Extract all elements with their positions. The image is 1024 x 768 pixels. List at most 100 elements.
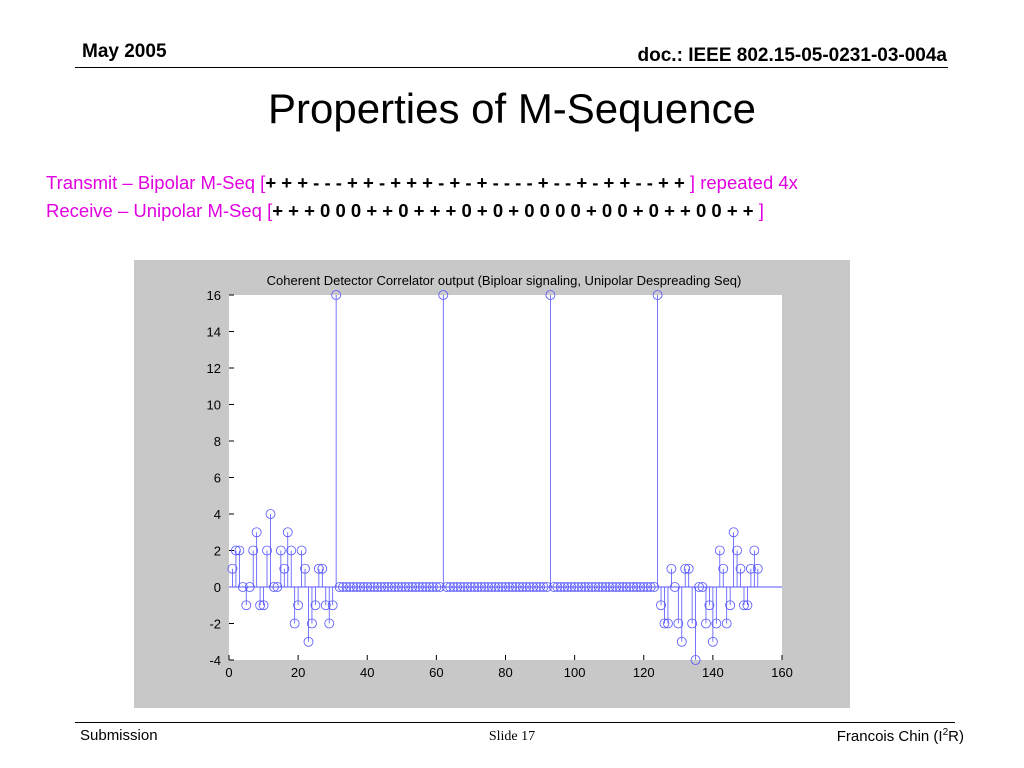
y-tick-label: 4 (214, 507, 221, 522)
stem-marker (293, 600, 304, 611)
stem-marker (625, 582, 635, 592)
stem-marker (718, 563, 729, 574)
x-tick-label: 120 (633, 665, 655, 680)
stem-marker (597, 582, 608, 592)
stem-marker (424, 582, 435, 592)
stem-marker (673, 618, 684, 629)
x-tick-label: 40 (360, 665, 374, 680)
stem-marker (282, 527, 293, 538)
header-divider (75, 67, 948, 68)
stem-marker (694, 582, 704, 592)
chart-title: Coherent Detector Correlator output (Bip… (267, 273, 742, 288)
stem-marker (552, 582, 563, 592)
stem-marker (517, 582, 528, 592)
stem-marker (265, 509, 276, 519)
stem-marker (497, 582, 507, 592)
stem-marker (659, 618, 670, 629)
x-tick-label: 140 (702, 665, 724, 680)
stem-marker (358, 582, 369, 592)
x-tick-label: 20 (291, 665, 305, 680)
stem-marker (396, 582, 407, 592)
stem-marker (711, 618, 722, 629)
stem-marker (728, 527, 739, 538)
stem-marker (656, 600, 666, 611)
stem-marker (410, 582, 421, 592)
stem-marker (631, 582, 642, 592)
stem-marker (628, 582, 639, 592)
header-document-id: doc.: IEEE 802.15-05-0231-03-004a (637, 45, 947, 66)
stem-marker (262, 545, 272, 556)
stem-marker (566, 582, 577, 592)
transmit-prefix: Transmit – Bipolar M-Seq [ (46, 172, 266, 193)
stem-marker (548, 582, 559, 592)
footer-submission: Submission (80, 727, 158, 744)
stem-marker (663, 618, 673, 629)
stem-marker (296, 545, 307, 556)
stem-marker (434, 582, 445, 592)
stem-marker (251, 527, 262, 538)
stem-marker (538, 582, 549, 592)
stem-marker (258, 600, 269, 611)
stem-marker (642, 582, 653, 592)
stem-marker (272, 582, 283, 592)
x-tick-label: 100 (564, 665, 586, 680)
footer-author-name: Francois Chin (I (836, 728, 943, 745)
stem-marker (383, 582, 393, 592)
stem-marker (707, 636, 718, 647)
stem-marker (445, 582, 456, 592)
stem-marker (365, 582, 376, 592)
stem-marker (742, 600, 753, 611)
stem-marker (621, 582, 632, 592)
stem-marker (469, 582, 480, 592)
stem-marker (269, 582, 279, 592)
stem-marker (310, 600, 321, 611)
stem-marker (400, 582, 411, 592)
stem-marker (362, 582, 373, 592)
stem-marker (338, 582, 348, 592)
stem-marker (462, 582, 473, 592)
stem-marker (638, 582, 649, 592)
stem-marker (472, 582, 483, 592)
stem-marker (317, 563, 328, 574)
stem-marker (237, 582, 248, 592)
stem-marker (504, 582, 514, 592)
stem-marker (614, 582, 625, 592)
stem-marker (455, 582, 466, 592)
stem-marker (590, 582, 601, 592)
stem-marker (369, 582, 380, 592)
stem-marker (745, 563, 756, 574)
chart-stems (227, 290, 763, 665)
stem-marker (459, 582, 469, 592)
stem-marker (545, 290, 556, 300)
stem-marker (476, 582, 487, 592)
stem-marker (580, 582, 590, 592)
stem-marker (531, 582, 542, 592)
stem-marker (510, 582, 521, 592)
stem-marker (303, 636, 314, 647)
chart-panel: Coherent Detector Correlator output (Bip… (134, 260, 850, 708)
stem-marker (669, 582, 680, 592)
stem-marker (752, 563, 763, 574)
y-tick-label: 14 (207, 325, 221, 340)
stem-marker (386, 582, 397, 592)
stem-marker (403, 582, 414, 592)
y-tick-label: -2 (209, 617, 221, 632)
stem-marker (490, 582, 501, 592)
stem-marker (320, 600, 331, 611)
y-tick-label: 16 (207, 288, 221, 303)
y-tick-label: 10 (207, 398, 221, 413)
stem-marker (241, 600, 252, 611)
stem-marker (683, 563, 694, 574)
stem-marker (690, 655, 701, 665)
stem-marker (438, 290, 449, 300)
stem-marker (714, 545, 725, 556)
stem-marker (725, 600, 736, 611)
stem-marker (351, 582, 362, 592)
stem-marker (376, 582, 386, 592)
receive-sequence: + + + 0 0 0 + + 0 + + + 0 + 0 + 0 0 0 0 … (272, 200, 754, 221)
receive-prefix: Receive – Unipolar M-Seq [ (46, 200, 273, 221)
stem-marker (514, 582, 525, 592)
stem-marker (555, 582, 566, 592)
stem-marker (348, 582, 359, 592)
stem-marker (372, 582, 383, 592)
